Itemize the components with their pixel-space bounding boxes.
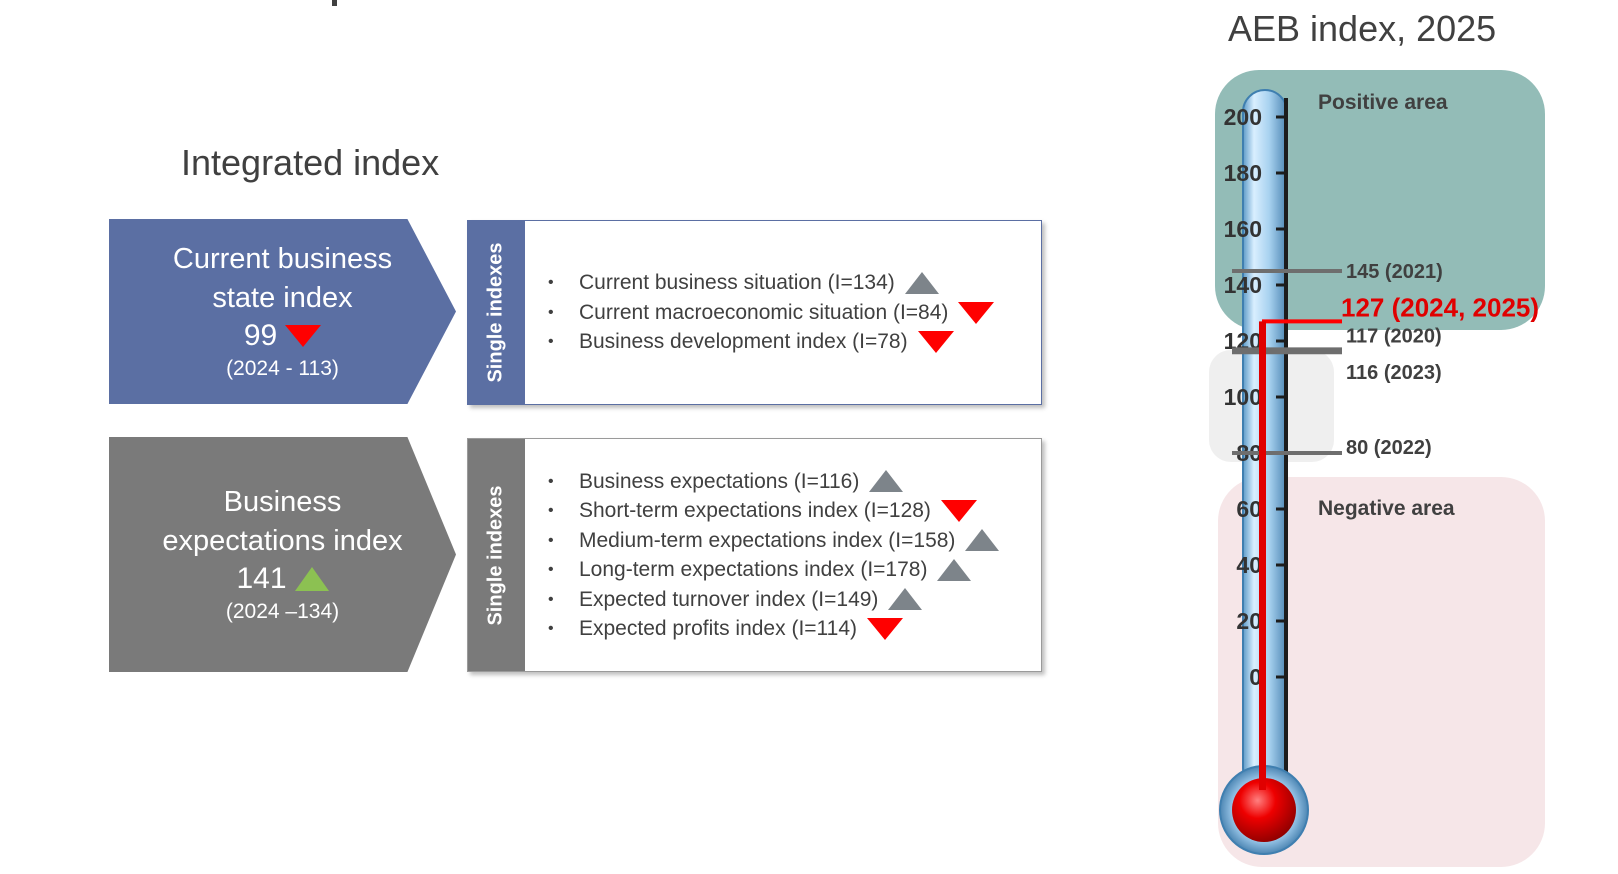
scale-tick-label: 160 bbox=[1224, 216, 1262, 242]
trend-up-icon bbox=[869, 470, 904, 493]
trend-up-icon bbox=[294, 566, 329, 591]
single-indexes-tab: Single indexes bbox=[468, 221, 525, 404]
scale-tick-label: 200 bbox=[1224, 104, 1262, 130]
marker-label: 116 (2023) bbox=[1346, 362, 1442, 384]
expectation-single-indexes-panel: Single indexes • Business expectations (I… bbox=[467, 438, 1042, 672]
scale-tick-label: 0 bbox=[1249, 664, 1262, 690]
bullet: • bbox=[548, 502, 554, 519]
list-item: • Business development index (I=78) bbox=[548, 327, 1031, 357]
current-state-title-line2: state index bbox=[212, 281, 353, 314]
current-state-previous: (2024 - 113) bbox=[226, 356, 339, 380]
list-item-text: Short-term expectations index (I=128) bbox=[579, 499, 931, 522]
single-indexes-label: Single indexes bbox=[485, 484, 507, 626]
scale-tick-label: 140 bbox=[1224, 272, 1262, 298]
bullet: • bbox=[548, 561, 554, 578]
expectations-index-box: Business expectations index 141 (2024 –1… bbox=[109, 437, 456, 672]
marker-label: 80 (2022) bbox=[1346, 437, 1432, 459]
list-item-text: Business development index (I=78) bbox=[579, 330, 908, 354]
bullet: • bbox=[548, 303, 554, 321]
bullet: • bbox=[548, 590, 554, 608]
current-state-index-box: Current business state index 99 (2024 - … bbox=[109, 219, 456, 404]
title-fragment bbox=[328, 0, 358, 8]
marker-label: 145 (2021) bbox=[1346, 261, 1443, 283]
expectation-items-list: • Business expectations (I=116) • Short-ter… bbox=[548, 439, 1031, 671]
positive-area-label: Positive area bbox=[1318, 91, 1448, 114]
list-item-text: Expected profits index (I=114) bbox=[579, 617, 858, 640]
section-title: Integrated index bbox=[181, 142, 440, 183]
current-items-list: • Current business situation (I=134) • Curr… bbox=[548, 221, 1031, 404]
scale-tick-label: 40 bbox=[1236, 552, 1262, 578]
list-item-text: Medium-term expectations index (I=158) bbox=[579, 528, 956, 552]
scale-tick-label: 20 bbox=[1236, 608, 1262, 634]
mercury-column bbox=[1259, 321, 1266, 790]
bullet: • bbox=[548, 531, 554, 549]
bullet: • bbox=[548, 620, 554, 637]
bullet: • bbox=[548, 274, 554, 292]
list-item-text: Current business situation (I=134) bbox=[579, 271, 895, 295]
scale-tick-label: 60 bbox=[1236, 496, 1262, 522]
list-item: • Medium-term expectations index (I=158) bbox=[548, 526, 1031, 556]
list-item: • Expected profits index (I=114) bbox=[548, 614, 1031, 644]
expectations-value: 141 bbox=[236, 561, 287, 595]
trend-down-icon bbox=[285, 324, 322, 347]
trend-up-icon bbox=[904, 272, 939, 294]
bullet: • bbox=[548, 472, 554, 490]
list-item-text: Business expectations (I=116) bbox=[579, 469, 860, 493]
expectations-title-line1: Business bbox=[223, 485, 342, 518]
current-single-indexes-panel: Single indexes • Current business situati… bbox=[467, 220, 1042, 405]
negative-area-label: Negative area bbox=[1318, 497, 1455, 520]
list-item: • Business expectations (I=116) bbox=[548, 467, 1031, 497]
marker-label: 117 (2020) bbox=[1346, 325, 1442, 347]
aeb-index-title: AEB index, 2025 bbox=[1228, 8, 1497, 49]
list-item: • Long-term expectations index (I=178) bbox=[548, 555, 1031, 585]
list-item-text: Current macroeconomic situation (I=84) bbox=[579, 300, 949, 324]
list-item-text: Long-term expectations index (I=178) bbox=[579, 558, 928, 581]
marker-label: 127 (2024, 2025) bbox=[1341, 292, 1539, 322]
bullet: • bbox=[548, 333, 554, 351]
list-item: • Expected turnover index (I=149) bbox=[548, 585, 1031, 615]
scale-line bbox=[1284, 98, 1288, 788]
list-item: • Short-term expectations index (I=128) bbox=[548, 496, 1031, 526]
trend-up-icon bbox=[888, 588, 923, 611]
current-state-value: 99 bbox=[243, 318, 278, 352]
expectations-title-line2: expectations index bbox=[162, 524, 403, 557]
list-item-text: Expected turnover index (I=149) bbox=[579, 587, 879, 611]
trend-down-icon bbox=[940, 499, 977, 522]
single-indexes-tab: Single indexes bbox=[468, 439, 525, 671]
trend-down-icon bbox=[958, 301, 995, 324]
trend-down-icon bbox=[867, 617, 904, 640]
list-item: • Current business situation (I=134) bbox=[548, 268, 1031, 298]
single-indexes-label: Single indexes bbox=[485, 242, 507, 383]
trend-down-icon bbox=[917, 331, 954, 353]
scale-tick-label: 180 bbox=[1224, 160, 1262, 186]
trend-up-icon bbox=[937, 558, 972, 581]
trend-up-icon bbox=[965, 529, 1000, 552]
expectations-previous: (2024 –134) bbox=[225, 599, 340, 623]
list-item: • Current macroeconomic situation (I=84) bbox=[548, 298, 1031, 328]
thermometer-bulb bbox=[1232, 778, 1296, 842]
scale-tick-label: 100 bbox=[1224, 384, 1262, 410]
current-state-title-line1: Current business bbox=[172, 242, 393, 275]
